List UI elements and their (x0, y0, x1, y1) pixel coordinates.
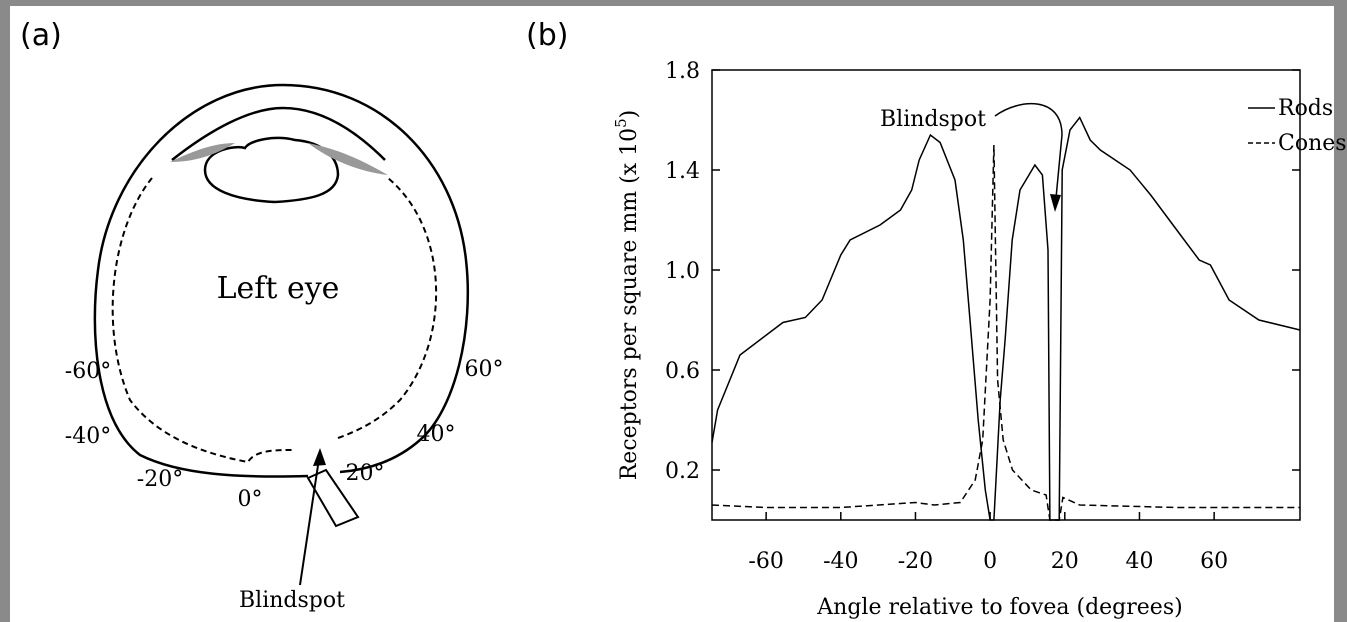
panel-label: (b) (526, 18, 568, 53)
series-line (711, 144, 1300, 521)
y-axis-label-superscript: 5 (612, 118, 630, 128)
panel-label: (a) (20, 18, 62, 53)
x-tick-label: 60 (1200, 549, 1228, 574)
ciliary-body (170, 143, 235, 162)
x-axis-label: Angle relative to fovea (degrees) (816, 595, 1182, 620)
angle-label: -40° (65, 424, 111, 449)
series-line (711, 116, 1301, 521)
retina (111, 177, 438, 464)
y-tick-label: 0.6 (665, 359, 700, 384)
ciliary-body (308, 143, 388, 175)
arrow (299, 451, 321, 586)
y-axis-label-text: Receptors per square mm (x 10 (617, 128, 642, 480)
angle-label: 20° (346, 461, 385, 486)
annotation-arrow (994, 102, 1063, 199)
plot-frame (711, 69, 1301, 521)
eye-outline (93, 83, 470, 478)
arrow-head (313, 448, 326, 466)
angle-label: 0° (238, 487, 263, 512)
arrow-head (1050, 194, 1061, 212)
annotation: Blindspot (239, 588, 345, 613)
y-axis-label-end: ) (617, 110, 642, 119)
y-tick-label: 1.8 (665, 59, 700, 84)
x-tick-label: -60 (748, 549, 783, 574)
annotation: Blindspot (880, 107, 986, 132)
y-tick-label: 1.4 (665, 159, 700, 184)
x-tick-label: 20 (1051, 549, 1079, 574)
x-tick-label: 40 (1125, 549, 1153, 574)
panel-background (10, 6, 1334, 622)
y-tick-label: 1.0 (665, 259, 700, 284)
x-tick-label: -40 (823, 549, 858, 574)
x-tick-label: 0 (983, 549, 997, 574)
cornea (171, 106, 386, 161)
y-axis-label: Receptors per square mm (x 105) (612, 110, 642, 481)
lens (203, 136, 340, 204)
angle-label: 60° (465, 357, 504, 382)
y-tick-label: 0.2 (665, 459, 700, 484)
diagram-title: Left eye (217, 271, 340, 306)
eye-diagram (93, 83, 470, 586)
x-tick-label: -20 (898, 549, 933, 574)
optic-nerve (306, 468, 360, 528)
legend-label: Rods (1278, 96, 1333, 121)
angle-label: -60° (65, 359, 111, 384)
angle-label: -20° (137, 467, 183, 492)
angle-label: 40° (417, 422, 456, 447)
legend-label: Cones (1278, 131, 1347, 156)
